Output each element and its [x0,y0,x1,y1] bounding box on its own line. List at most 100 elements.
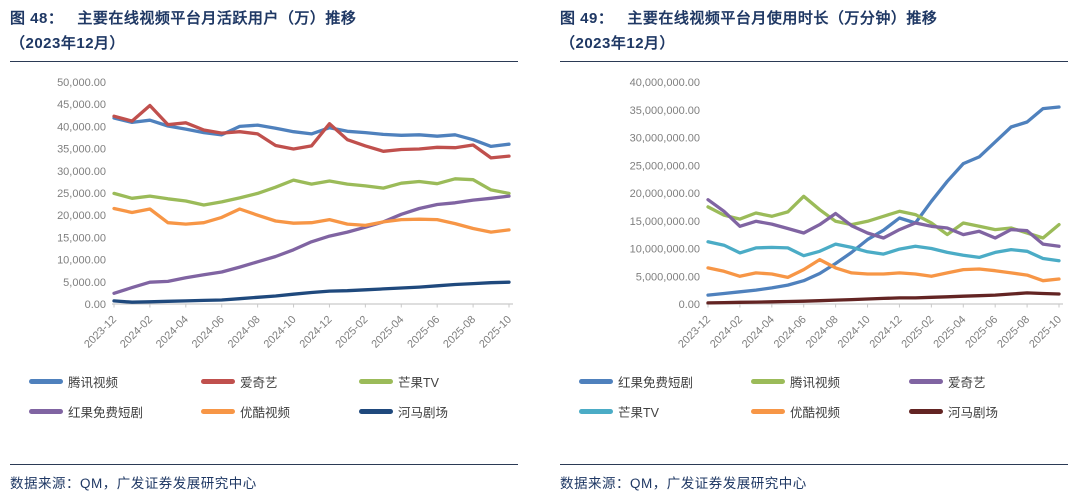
y-axis-tick-label: 0.00 [679,299,700,311]
legend-line-swatch [751,409,785,414]
legend-label: 爱奇艺 [240,376,278,390]
y-axis-tick-label: 10,000.00 [57,255,106,267]
y-axis-tick-label: 20,000,000.00 [630,188,700,200]
x-axis-tick-label: 2024-06 [772,314,809,351]
data-source-text: 数据来源：QM，广发证券发展研究中心 [560,476,807,491]
x-axis-tick-label: 2024-06 [190,314,227,351]
figure-49-label: 图 49： [560,10,614,27]
legend-line-swatch [909,409,943,414]
legend-label: 红果免费短剧 [68,406,144,420]
x-axis-tick-label: 2024-10 [262,314,299,351]
series-line-腾讯视频 [112,116,511,149]
y-axis-tick-label: 5,000.00 [63,277,106,289]
x-axis-tick-label: 2025-08 [441,314,478,351]
y-axis-tick-label: 25,000.00 [57,188,106,200]
legend-label: 红果免费短剧 [618,376,694,390]
figure-49-title: 图 49： 主要在线视频平台月使用时长（万分钟）推移 （2023年12月） [560,6,1068,56]
legend-item-优酷视频: 优酷视频 [751,402,909,421]
y-axis-tick-label: 20,000.00 [57,210,106,222]
legend-label: 优酷视频 [790,406,841,420]
legend-line-swatch [201,379,235,384]
x-axis-tick-label: 2025-10 [1027,314,1064,351]
y-axis-tick-label: 5,000,000.00 [636,271,700,283]
x-axis-tick-label: 2024-08 [804,314,841,351]
series-line-优酷视频 [706,257,1061,283]
source-rule [10,464,518,465]
title-rule [560,61,1068,62]
legend-item-爱奇艺: 爱奇艺 [909,372,1049,391]
legend-line-swatch [29,379,63,384]
x-axis-tick-label: 2025-04 [369,314,406,351]
legend-item-芒果TV: 芒果TV [579,402,751,421]
series-line-优酷视频 [112,206,511,234]
mau-chart-legend: 腾讯视频 爱奇艺 芒果TV 红果免费短剧 优酷视频 河马剧场 [10,372,518,421]
legend-item-芒果TV: 芒果TV [359,372,499,391]
legend-label: 腾讯视频 [790,376,841,390]
legend-item-红果免费短剧: 红果免费短剧 [29,402,201,421]
legend-label: 河马剧场 [398,406,449,420]
legend-item-红果免费短剧: 红果免费短剧 [579,372,751,391]
y-axis-tick-label: 40,000,000.00 [630,77,700,89]
legend-line-swatch [359,379,393,384]
figure-49-title-line2: （2023年12月） [560,35,676,52]
legend-line-swatch [751,379,785,384]
x-axis-tick-label: 2025-06 [963,314,1000,351]
y-axis-tick-label: 30,000.00 [57,166,106,178]
legend-item-爱奇艺: 爱奇艺 [201,372,359,391]
figure-48-title: 图 48： 主要在线视频平台月活跃用户（万）推移 （2023年12月） [10,6,518,56]
figure-48-label: 图 48： [10,10,64,27]
series-line-红果免费短剧 [706,105,1061,297]
x-axis-tick-label: 2025-02 [899,314,936,351]
series-line-红果免费短剧 [112,194,511,295]
series-line-芒果TV [706,240,1061,263]
x-axis-tick-label: 2023-12 [82,314,119,351]
legend-item-腾讯视频: 腾讯视频 [29,372,201,391]
series-line-河马剧场 [706,291,1061,305]
x-axis-tick-label: 2025-04 [931,314,968,351]
mau-line-chart: 0.00 5,000.00 10,000.00 15,000.00 20,000.00 2… [57,77,514,351]
x-axis-tick-label: 2023-12 [676,314,713,351]
y-axis-tick-label: 10,000,000.00 [630,244,700,256]
usage-time-line-chart: 0.00 5,000,000.00 10,000,000.00 15,000,000.… [630,77,1064,351]
x-axis-tick-label: 2025-10 [477,314,514,351]
x-axis-tick-label: 2025-06 [405,314,442,351]
legend-line-swatch [579,379,613,384]
legend-item-河马剧场: 河马剧场 [359,402,499,421]
legend-label: 河马剧场 [948,406,999,420]
usage-chart-legend: 红果免费短剧 腾讯视频 爱奇艺芒果TV 优酷视频 河马剧场 [560,372,1068,421]
x-axis-tick-label: 2024-02 [708,314,745,351]
figure-48-panel: 图 48： 主要在线视频平台月活跃用户（万）推移 （2023年12月） 0.00 5… [10,6,518,492]
y-axis-tick-label: 35,000,000.00 [630,105,700,117]
legend-label: 爱奇艺 [948,376,986,390]
source-block: 数据来源：QM，广发证券发展研究中心 [560,464,1068,492]
x-axis-tick-label: 2024-02 [118,314,155,351]
y-axis-tick-label: 40,000.00 [57,121,106,133]
legend-line-swatch [201,409,235,414]
x-axis-tick-label: 2024-12 [298,314,335,351]
legend-item-腾讯视频: 腾讯视频 [751,372,909,391]
legend-label: 芒果TV [398,376,439,390]
y-axis-tick-label: 30,000,000.00 [630,133,700,145]
x-axis-tick-label: 2024-08 [226,314,263,351]
x-axis-tick-label: 2024-12 [868,314,905,351]
y-axis-tick-label: 15,000.00 [57,232,106,244]
y-axis-tick-label: 35,000.00 [57,144,106,156]
legend-line-swatch [579,409,613,414]
x-axis-tick-label: 2025-02 [333,314,370,351]
legend-label: 芒果TV [618,406,659,420]
source-block: 数据来源：QM，广发证券发展研究中心 [10,464,518,492]
figure-48-title-line2: （2023年12月） [10,35,126,52]
figure-49-panel: 图 49： 主要在线视频平台月使用时长（万分钟）推移 （2023年12月） 0.0… [560,6,1068,492]
series-line-河马剧场 [112,280,511,304]
x-axis-tick-label: 2024-10 [836,314,873,351]
legend-label: 腾讯视频 [68,376,119,390]
series-line-爱奇艺 [706,198,1061,248]
x-axis-tick-label: 2024-04 [154,314,191,351]
y-axis-tick-label: 50,000.00 [57,77,106,89]
series-line-爱奇艺 [112,103,511,160]
legend-item-河马剧场: 河马剧场 [909,402,1049,421]
legend-label: 优酷视频 [240,406,291,420]
legend-item-优酷视频: 优酷视频 [201,402,359,421]
title-rule [10,61,518,62]
